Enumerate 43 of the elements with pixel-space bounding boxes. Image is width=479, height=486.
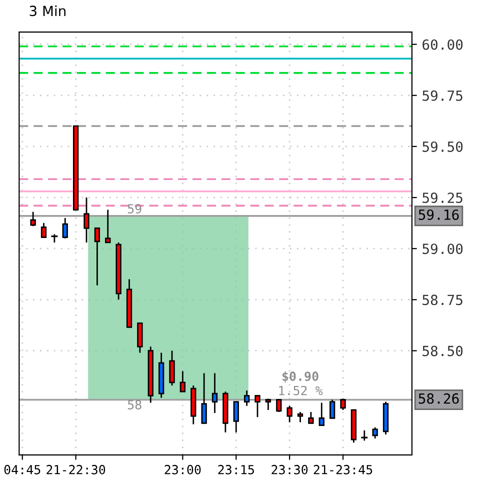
candlestick xyxy=(201,372,207,424)
y-tick-label: 60.00 xyxy=(422,39,463,50)
candlestick xyxy=(180,370,186,392)
chart-title: 3 Min xyxy=(30,5,66,16)
y-tick-label: 59.50 xyxy=(422,141,463,152)
candlestick xyxy=(329,399,336,419)
candlestick xyxy=(297,411,304,423)
candlestick xyxy=(62,217,68,240)
candlestick xyxy=(169,350,175,386)
candlestick xyxy=(318,402,324,426)
candlestick xyxy=(286,405,292,423)
candlestick xyxy=(276,399,282,413)
annotation: 1.52 % xyxy=(279,386,323,396)
y-tick-label: 58.75 xyxy=(422,294,462,306)
x-tick-label: 23:00 xyxy=(164,464,201,474)
candlestick xyxy=(340,398,346,411)
candlestick xyxy=(233,401,239,434)
x-tick-label: 04:45 xyxy=(4,464,40,474)
candlestick xyxy=(105,209,111,244)
candlestick xyxy=(308,411,314,424)
candlestick xyxy=(372,426,378,440)
annotation: $0.90 xyxy=(282,371,318,383)
y-tick-label: 59.75 xyxy=(422,90,462,101)
annotation: 58 xyxy=(128,400,142,410)
candlestick xyxy=(254,394,260,418)
ref-line-label: 58.26 xyxy=(418,393,459,404)
candlestick xyxy=(137,322,143,354)
candlestick xyxy=(30,211,36,227)
x-tick-label: 23:30 xyxy=(272,464,308,474)
x-tick-label: 23:15 xyxy=(218,464,254,474)
candlestick xyxy=(84,196,90,244)
y-tick-label: 58.50 xyxy=(422,346,463,356)
ref-line-label: 59.16 xyxy=(418,209,459,220)
x-tick-label: 21-23:45 xyxy=(314,464,372,474)
x-tick-label: 21-22:30 xyxy=(46,464,106,474)
y-tick-label: 59.00 xyxy=(422,244,463,254)
candlestick xyxy=(40,222,47,238)
candlestick xyxy=(244,390,250,407)
annotation: 59 xyxy=(128,204,142,214)
y-tick-label: 59.25 xyxy=(422,192,462,204)
candlestick xyxy=(94,227,100,286)
candlestick xyxy=(212,372,218,414)
candlestick xyxy=(265,398,272,411)
